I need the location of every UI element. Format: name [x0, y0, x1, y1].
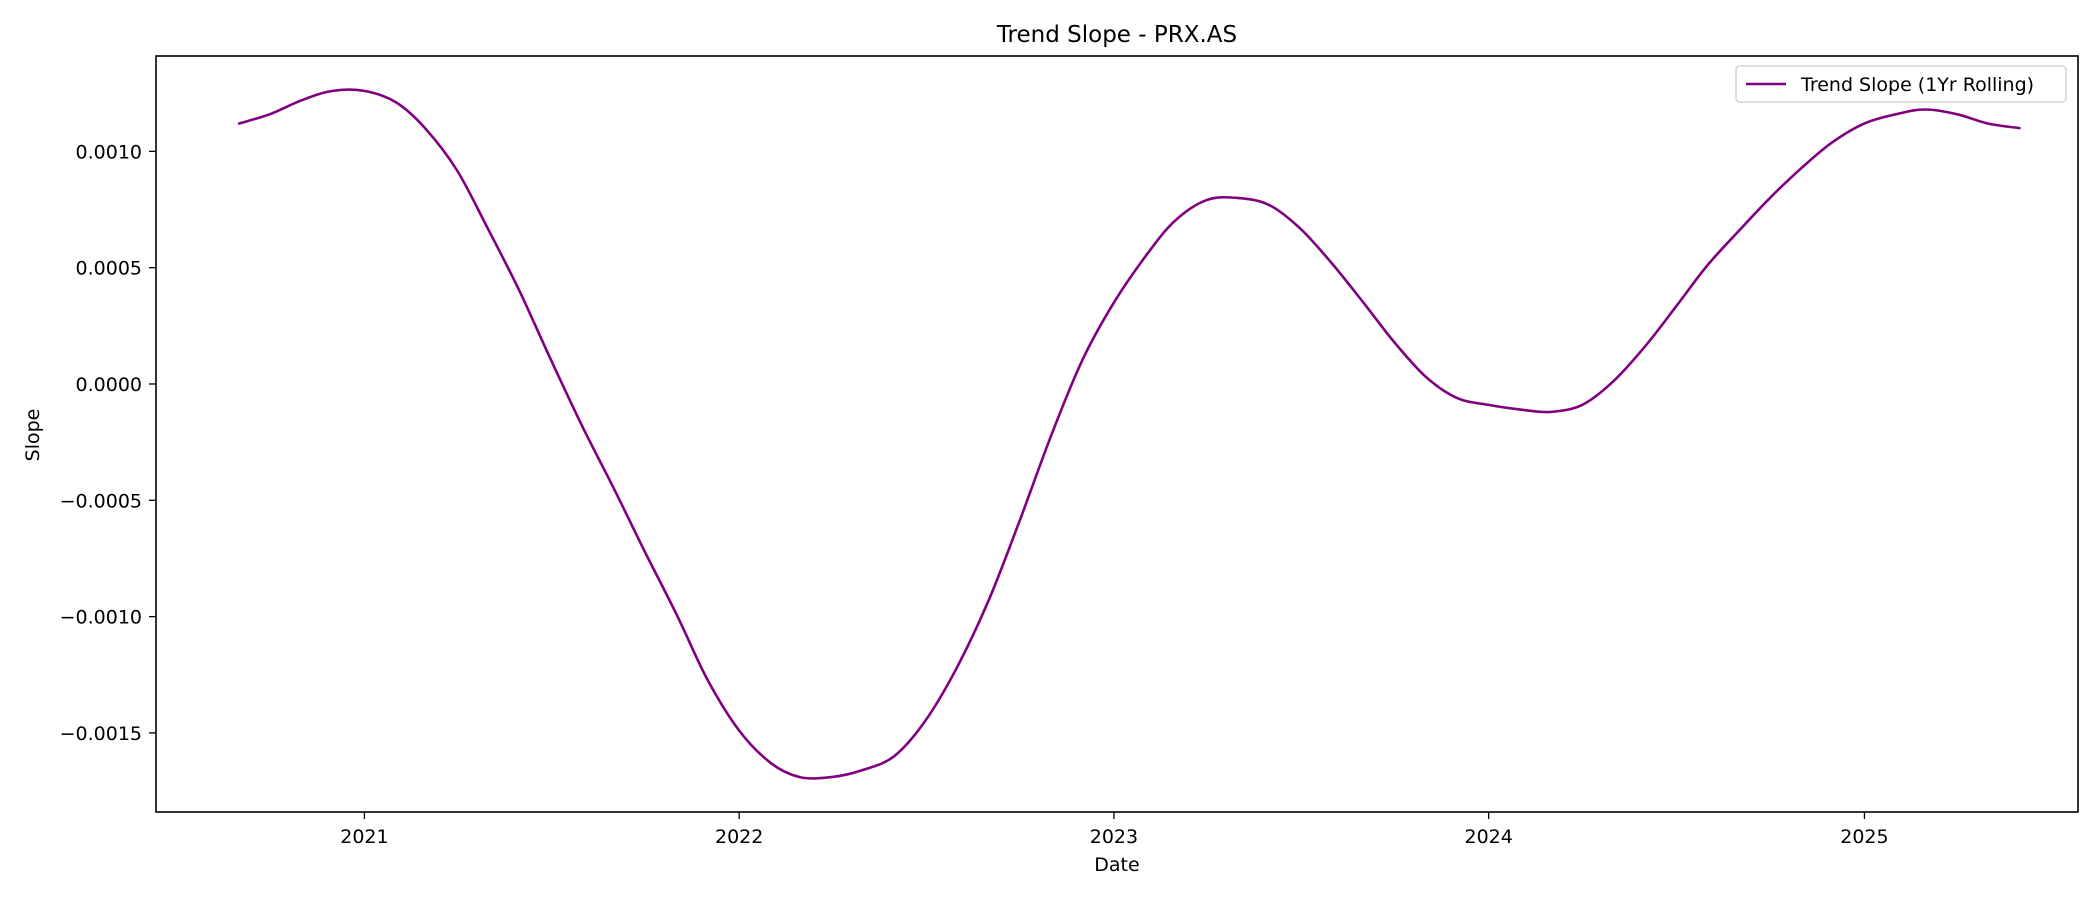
- y-axis-label: Slope: [22, 409, 44, 462]
- x-axis-ticks: 2021 2022 2023 2024 2025: [340, 812, 1889, 848]
- x-tick-label: 2025: [1840, 826, 1888, 848]
- y-tick-label: −0.0015: [60, 723, 142, 745]
- series-line-trend-slope: [237, 88, 2021, 780]
- x-axis-label: Date: [1094, 854, 1139, 876]
- chart-title: Trend Slope - PRX.AS: [996, 22, 1237, 48]
- y-tick-label: 0.0010: [76, 141, 142, 163]
- x-tick-label: 2023: [1090, 826, 1138, 848]
- y-axis-ticks: 0.0010 0.0005 0.0000 −0.0005 −0.0010 −0.0015: [60, 141, 156, 745]
- x-tick-label: 2022: [715, 826, 763, 848]
- y-tick-label: 0.0005: [76, 258, 142, 280]
- y-tick-label: 0.0000: [76, 374, 142, 396]
- legend-label-trend-slope: Trend Slope (1Yr Rolling): [1800, 74, 2034, 96]
- y-tick-label: −0.0010: [60, 607, 142, 629]
- legend: Trend Slope (1Yr Rolling): [1735, 65, 2067, 103]
- legend-box: [1735, 65, 2067, 103]
- x-tick-label: 2024: [1464, 826, 1512, 848]
- x-tick-label: 2021: [340, 826, 388, 848]
- plot-frame: [155, 55, 2079, 813]
- y-tick-label: −0.0005: [60, 490, 142, 512]
